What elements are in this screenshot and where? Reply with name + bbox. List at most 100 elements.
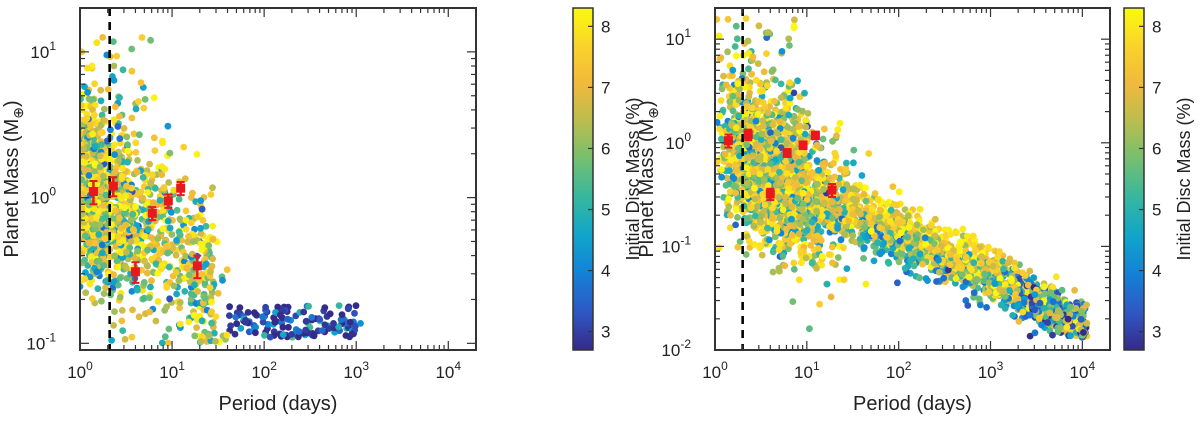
data-point [166,326,173,333]
data-point [163,243,170,250]
data-point [815,245,822,252]
data-point [824,281,831,288]
data-point [850,159,857,166]
data-point [123,134,130,141]
data-point [157,197,164,204]
data-point [177,321,184,328]
data-point [176,196,183,203]
data-point [117,275,124,282]
data-point [782,130,789,137]
colorbar-tick-label: 7 [601,78,610,97]
data-point [835,254,842,261]
data-point [718,136,725,143]
data-point [947,231,954,238]
data-point [159,262,166,269]
colorbar-tick-label: 4 [601,262,610,281]
data-point [93,39,100,46]
data-point [199,317,206,324]
data-point [197,241,204,248]
data-point [148,277,155,284]
data-point [735,244,742,251]
data-point [859,172,866,179]
data-point [123,183,130,190]
data-point [163,284,170,291]
data-point [84,65,91,72]
data-point [776,265,783,272]
data-point [725,203,732,210]
data-point [173,269,180,276]
data-point [1053,273,1060,280]
data-point [970,233,977,240]
data-point [722,151,729,158]
data-point [1041,283,1048,290]
data-point [345,305,352,312]
data-point [730,183,737,190]
data-point [1084,320,1091,327]
data-point [971,289,978,296]
data-point [720,73,727,80]
data-point [198,271,205,278]
data-point [1036,315,1043,322]
data-point [736,97,743,104]
data-point [197,197,204,204]
data-point [115,157,122,164]
observed-planet-marker [148,209,157,218]
data-point [81,166,88,173]
data-point [754,203,761,210]
data-point [860,255,867,262]
data-point [180,144,187,151]
data-point [1019,309,1026,316]
data-point [865,150,872,157]
data-point [147,37,154,44]
data-point [1038,322,1045,329]
data-point [93,268,100,275]
data-point [964,233,971,240]
observed-planet-marker [131,267,140,276]
data-point [103,214,110,221]
data-point [128,238,135,245]
data-point [110,322,117,329]
data-point [219,277,226,284]
data-point [165,179,172,186]
data-point [261,332,268,339]
data-point [185,319,192,326]
data-point [755,60,762,67]
data-point [129,211,136,218]
data-point [145,226,152,233]
data-point [110,279,117,286]
data-point [129,68,136,75]
observed-planet-marker [164,196,173,205]
data-point [319,327,326,334]
data-point [916,274,923,281]
data-point [146,309,153,316]
data-point [92,143,99,150]
data-point [729,67,736,74]
data-point [215,290,222,297]
data-point [209,223,216,230]
data-point [111,252,118,259]
data-point [177,299,184,306]
data-point [758,228,765,235]
data-point [829,138,836,145]
data-point [224,266,231,273]
data-point [133,106,140,113]
data-point [874,239,881,246]
y-tick-label: 101 [30,39,56,62]
data-point [964,302,971,309]
data-point [766,237,773,244]
data-point [840,186,847,193]
data-point [343,332,350,339]
data-point [98,97,105,104]
data-point [200,217,207,224]
data-point [124,141,131,148]
data-point [96,258,103,265]
data-point [152,147,159,154]
data-point [173,237,180,244]
data-point [207,268,214,275]
data-point [960,226,967,233]
x-tick-label: 103 [343,359,369,382]
data-point [213,313,220,320]
data-point [336,302,343,309]
data-point [183,208,190,215]
